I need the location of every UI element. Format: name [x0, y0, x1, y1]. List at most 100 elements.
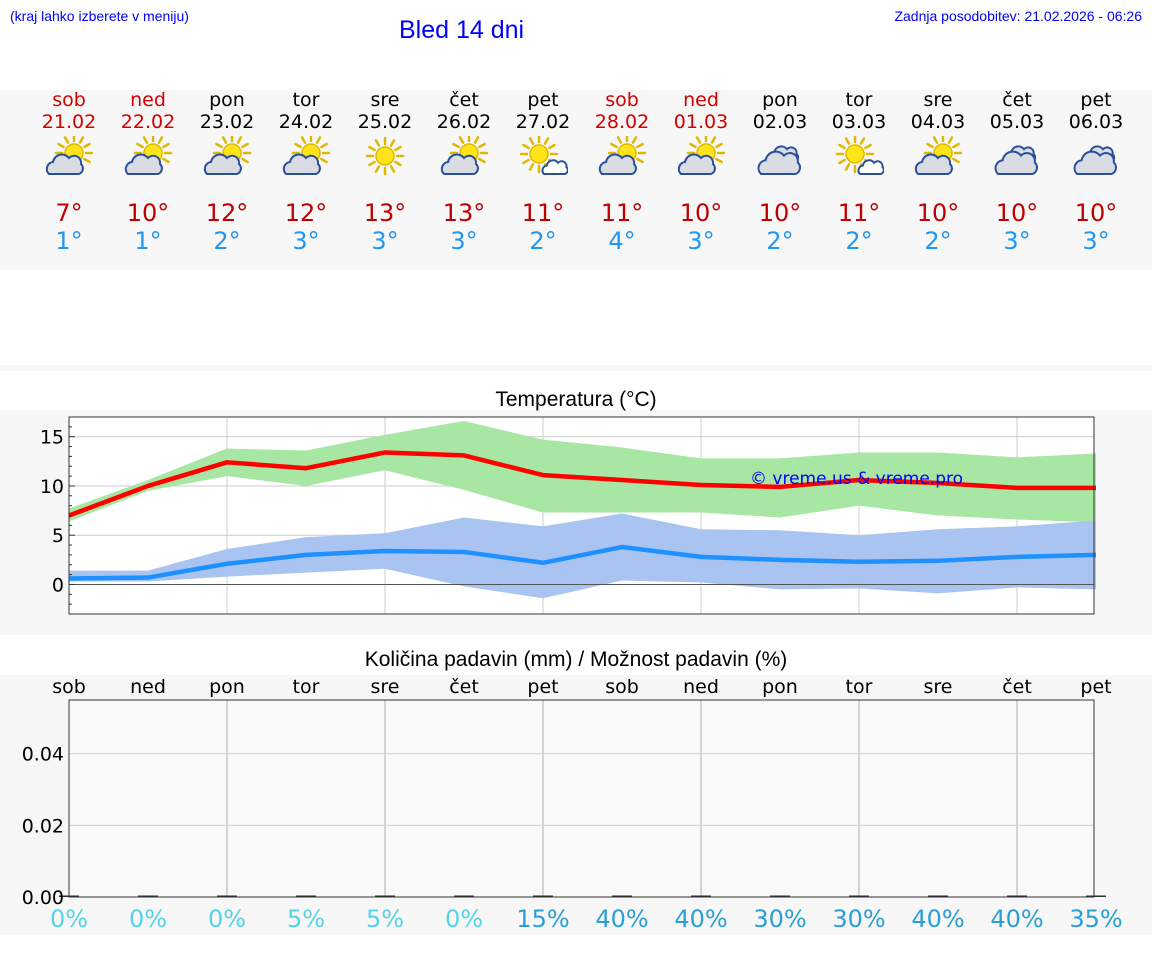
precip-bar: [1007, 895, 1027, 897]
y-tick-label: 5: [52, 525, 64, 547]
day-date: 27.02: [515, 111, 571, 133]
day-date: 06.03: [1068, 111, 1124, 133]
max-temp: 10°: [126, 199, 170, 227]
precip-probability: 35%: [1069, 905, 1122, 933]
day-date: 26.02: [436, 111, 492, 133]
min-temp: 2°: [766, 227, 794, 255]
precip-day-label: ned: [683, 676, 719, 698]
precip-bar: [1086, 895, 1106, 897]
precip-probability: 40%: [990, 905, 1043, 933]
sun-small-cloud-icon: [834, 134, 885, 180]
precip-probability: 40%: [911, 905, 964, 933]
day-name: ned: [130, 89, 166, 111]
separator: [0, 365, 1152, 371]
cloud-icon: [992, 136, 1042, 180]
precip-day-label: pon: [209, 676, 245, 698]
max-temp-line: [68, 450, 1096, 518]
precip-probability: 0%: [129, 905, 167, 933]
max-temp: 10°: [995, 199, 1039, 227]
last-update: Zadnja posodobitev: 21.02.2026 - 06:26: [894, 8, 1142, 24]
precip-bar: [454, 895, 474, 897]
day-name: pon: [762, 89, 798, 111]
day-date: 21.02: [41, 111, 97, 133]
day-name: sre: [923, 89, 953, 111]
day-date: 03.03: [831, 111, 887, 133]
precip-day-label: tor: [846, 676, 873, 698]
day-name: pet: [1080, 89, 1112, 111]
sun-icon: [360, 136, 410, 180]
precip-plot-area: [69, 700, 1094, 897]
forecast-strip: [0, 90, 1152, 270]
precip-bar: [533, 895, 553, 897]
day-date: 05.03: [989, 111, 1045, 133]
day-name: sob: [52, 89, 86, 111]
day-name: čet: [449, 89, 479, 111]
precip-probability: 5%: [287, 905, 325, 933]
sun-cloud-icon: [281, 133, 331, 180]
day-date: 02.03: [752, 111, 808, 133]
day-name: čet: [1002, 89, 1032, 111]
precip-day-label: čet: [449, 676, 479, 698]
y-tick-label: 0.00: [22, 887, 64, 909]
day-name: sob: [605, 89, 639, 111]
precip-day-label: čet: [1002, 676, 1032, 698]
precip-day-label: sob: [52, 676, 86, 698]
max-temp: 10°: [916, 199, 960, 227]
max-range-band: [69, 420, 1096, 523]
precip-bar: [928, 895, 948, 897]
precip-probability: 0%: [445, 905, 483, 933]
min-temp: 3°: [1003, 227, 1031, 255]
max-temp: 12°: [284, 199, 328, 227]
sun-cloud-icon: [44, 133, 94, 180]
precip-probability: 40%: [595, 905, 648, 933]
min-temp: 3°: [450, 227, 478, 255]
precip-day-label: sre: [371, 676, 400, 698]
sun-cloud-icon: [123, 133, 173, 180]
y-tick-label: 10: [40, 476, 64, 498]
sun-cloud-icon: [597, 133, 647, 180]
day-name: ned: [683, 89, 719, 111]
precip-day-label: ned: [130, 676, 166, 698]
y-tick-label: 15: [40, 427, 64, 449]
temperature-title: Temperatura (°C): [495, 388, 657, 411]
day-date: 04.03: [910, 111, 966, 133]
page-title: Bled 14 dni: [399, 16, 525, 44]
precip-day-label: tor: [293, 676, 320, 698]
min-temp: 1°: [134, 227, 162, 255]
day-name: sre: [370, 89, 400, 111]
precip-probability: 0%: [50, 905, 88, 933]
min-temp: 1°: [55, 227, 83, 255]
precip-probability: 0%: [208, 905, 246, 933]
day-name: pet: [527, 89, 559, 111]
sun-small-cloud-icon: [518, 134, 569, 180]
min-temp: 3°: [292, 227, 320, 255]
day-date: 01.03: [673, 111, 729, 133]
precip-frame: [68, 699, 1095, 898]
day-date: 25.02: [357, 111, 413, 133]
precip-bar: [770, 895, 790, 897]
location-hint: (kraj lahko izberete v meniju): [10, 8, 189, 24]
max-temp: 10°: [758, 199, 802, 227]
day-date: 28.02: [594, 111, 650, 133]
precip-probability: 30%: [753, 905, 806, 933]
cloud-icon: [1071, 136, 1121, 180]
precip-day-label: sob: [605, 676, 639, 698]
min-temp: 2°: [924, 227, 952, 255]
precip-bar: [296, 895, 316, 897]
min-temp: 2°: [529, 227, 557, 255]
y-tick-label: 0.02: [22, 815, 64, 837]
max-temp: 11°: [837, 199, 881, 227]
precip-bar: [375, 895, 395, 897]
y-tick-label: 0.04: [22, 744, 64, 766]
max-temp: 10°: [1074, 199, 1118, 227]
precip-bar: [217, 895, 237, 897]
max-temp: 11°: [521, 199, 565, 227]
sun-cloud-icon: [913, 133, 963, 180]
max-temp: 10°: [679, 199, 723, 227]
max-temp: 11°: [600, 199, 644, 227]
precip-probability: 15%: [516, 905, 569, 933]
precip-probability: 30%: [832, 905, 885, 933]
day-name: tor: [845, 89, 873, 111]
